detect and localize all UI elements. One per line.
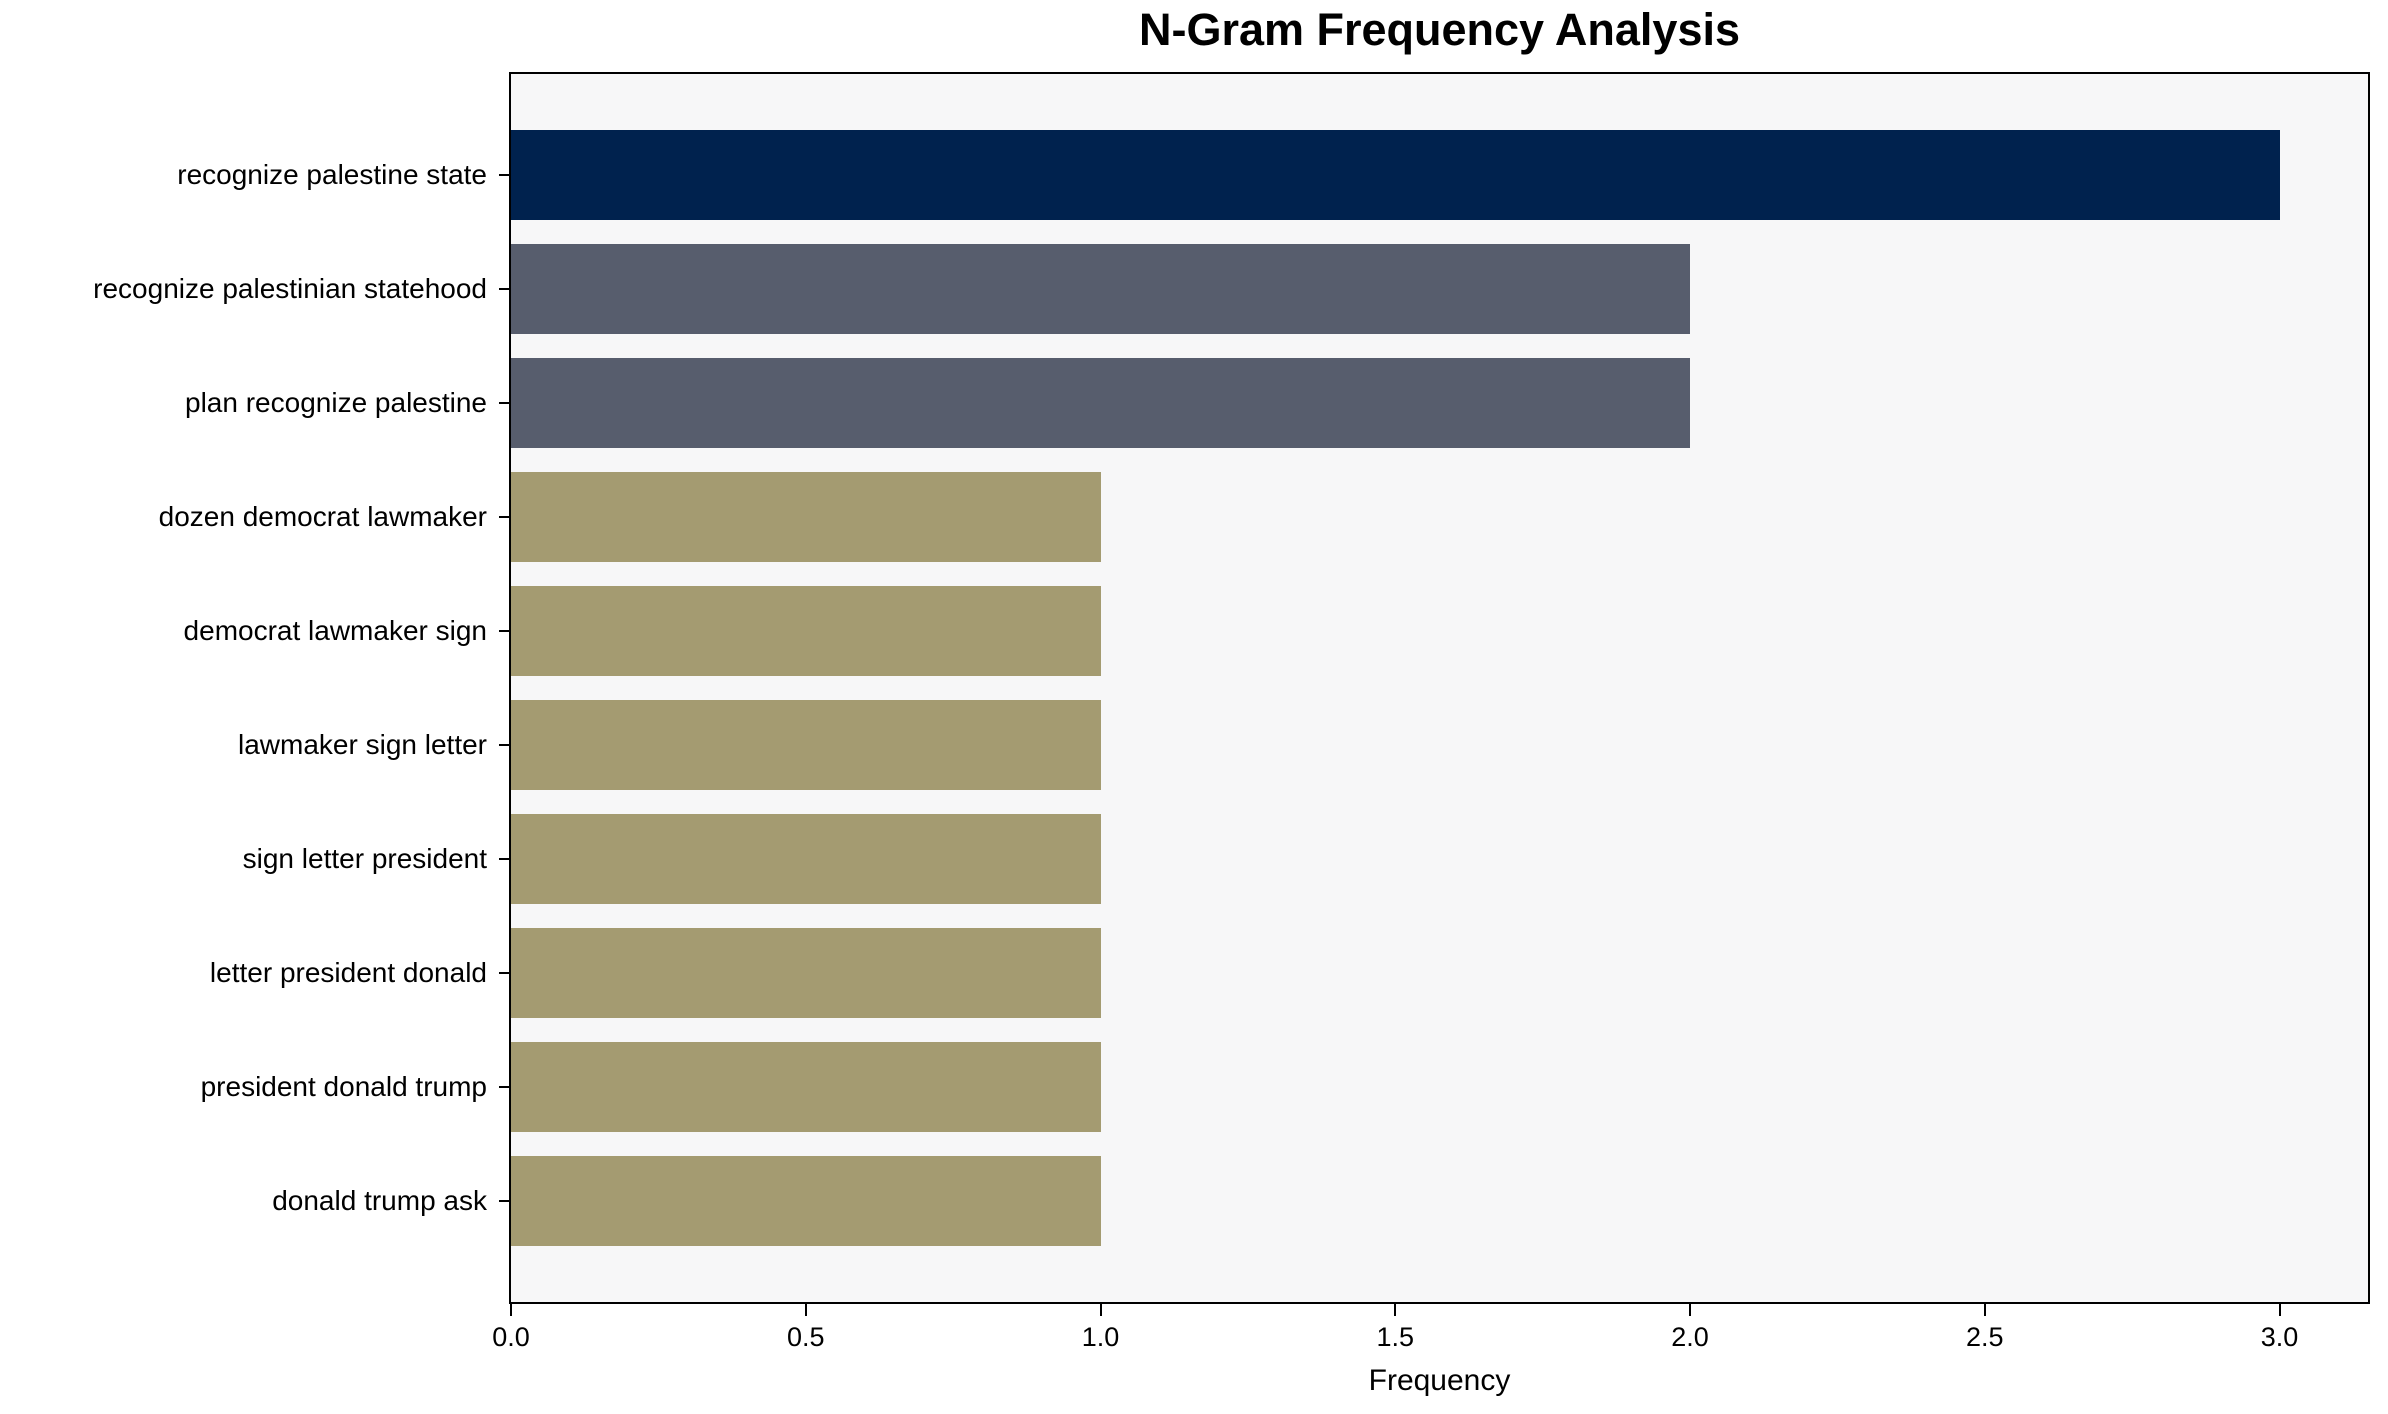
y-tick-label: donald trump ask [272,1185,487,1216]
bar-president-donald-trump [511,1042,1101,1132]
y-tick-label: letter president donald [209,957,487,988]
y-tick-label: democrat lawmaker sign [183,615,487,646]
x-tick-mark [1099,1304,1102,1316]
y-tick-label: recognize palestinian statehood [93,273,487,304]
y-tick-mark [499,174,509,176]
x-tick-mark [2278,1304,2281,1316]
y-tick-mark [499,402,509,404]
bar-recognize-palestinian-statehood [511,244,1690,334]
x-tick-label: 0.0 [492,1322,530,1352]
x-tick-mark [804,1304,807,1316]
bar-lawmaker-sign-letter [511,700,1101,790]
chart-title: N-Gram Frequency Analysis [1138,4,1741,55]
bar-sign-letter-president [511,814,1101,904]
y-tick-mark [499,858,509,860]
x-tick-mark [1689,1304,1692,1316]
y-tick-mark [499,1200,509,1202]
bar-letter-president-donald [511,928,1101,1018]
bar-plan-recognize-palestine [511,358,1690,448]
bar-recognize-palestine-state [511,130,2280,220]
y-tick-mark [499,288,509,290]
x-tick-label: 1.5 [1376,1322,1415,1352]
x-tick-label: 3.0 [2260,1322,2299,1352]
y-tick-label: lawmaker sign letter [238,729,487,760]
y-tick-mark [499,1086,509,1088]
x-tick-mark [510,1304,512,1316]
x-tick-label: 0.5 [786,1322,825,1352]
y-tick-label: president donald trump [200,1071,487,1102]
y-tick-label: dozen democrat lawmaker [158,501,487,532]
x-tick-label: 2.5 [1966,1322,2004,1352]
bar-dozen-democrat-lawmaker [511,472,1101,562]
bar-democrat-lawmaker-sign [511,586,1101,676]
y-tick-mark [499,972,509,974]
y-tick-label: plan recognize palestine [185,387,487,418]
x-tick-label: 2.0 [1671,1322,1709,1352]
y-tick-mark [499,744,509,746]
y-tick-label: recognize palestine state [177,159,487,190]
x-tick-label: 1.0 [1081,1322,1120,1352]
x-axis-title: Frequency [1368,1364,1511,1397]
plot-area [509,72,2370,1304]
y-tick-mark [499,516,509,518]
bar-donald-trump-ask [511,1156,1101,1246]
y-tick-label: sign letter president [242,843,487,874]
x-tick-mark [1983,1304,1986,1316]
x-tick-mark [1394,1304,1397,1316]
y-tick-mark [499,630,509,632]
